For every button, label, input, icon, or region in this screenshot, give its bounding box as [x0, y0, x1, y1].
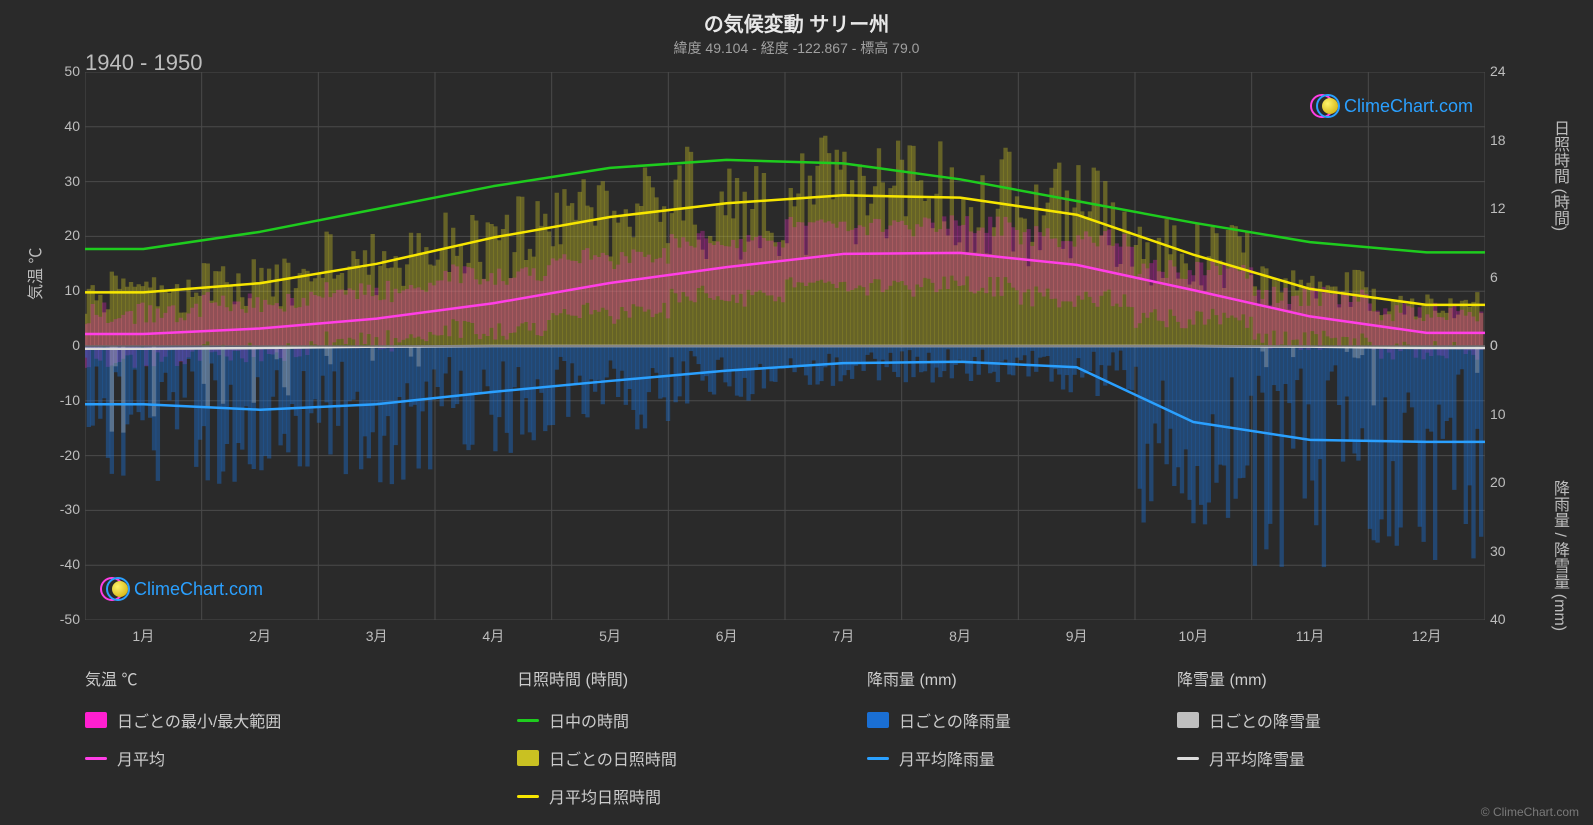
legend-swatch [85, 757, 107, 760]
y-right-tick-mm: 10 [1490, 406, 1506, 422]
legend-swatch [867, 712, 889, 728]
x-tick-month: 6月 [697, 626, 757, 646]
legend-col-snow: 降雪量 (mm) 日ごとの降雪量月平均降雪量 [1177, 666, 1477, 808]
y-right-axis-label-precip: 降雨量 / 降雪量 (mm) [1547, 480, 1571, 631]
legend-swatch [517, 719, 539, 722]
legend-col-rain: 降雨量 (mm) 日ごとの降雨量月平均降雨量 [867, 666, 1177, 808]
y-right-tick-hours: 24 [1490, 63, 1506, 79]
x-tick-month: 7月 [813, 626, 873, 646]
x-tick-month: 8月 [930, 626, 990, 646]
legend-label: 月平均降雨量 [899, 746, 995, 770]
legend-item: 日ごとの最小/最大範囲 [85, 708, 517, 732]
legend-swatch [1177, 712, 1199, 728]
copyright: © ClimeChart.com [1481, 805, 1579, 819]
legend-label: 日ごとの日照時間 [549, 746, 677, 770]
legend-title: 降雪量 (mm) [1177, 666, 1477, 690]
x-tick-month: 3月 [347, 626, 407, 646]
y-right-axis-label-sunshine: 日照時間 (時間) [1547, 120, 1571, 231]
y-right-tick-hours: 18 [1490, 132, 1506, 148]
x-tick-month: 2月 [230, 626, 290, 646]
y-left-tick: -50 [20, 611, 80, 627]
chart-subtitle: 緯度 49.104 - 経度 -122.867 - 標高 79.0 [0, 38, 1593, 58]
climate-chart-container: の気候変動 サリー州 緯度 49.104 - 経度 -122.867 - 標高 … [0, 0, 1593, 825]
legend-col-temp: 気温 ℃ 日ごとの最小/最大範囲月平均 [85, 666, 517, 808]
legend-label: 日ごとの最小/最大範囲 [117, 708, 281, 732]
legend-items: 日ごとの降雪量月平均降雪量 [1177, 708, 1477, 770]
y-right-tick-hours: 12 [1490, 200, 1506, 216]
y-left-tick: -30 [20, 501, 80, 517]
y-left-tick: 50 [20, 63, 80, 79]
legend-label: 月平均日照時間 [549, 784, 661, 808]
logo-text: ClimeChart.com [134, 579, 263, 600]
legend-item: 日ごとの日照時間 [517, 746, 867, 770]
y-left-axis-label: 気温 ℃ [22, 248, 46, 300]
legend-title: 降雨量 (mm) [867, 666, 1177, 690]
y-left-tick: -20 [20, 447, 80, 463]
legend-item: 月平均日照時間 [517, 784, 867, 808]
y-right-tick-mm: 20 [1490, 474, 1506, 490]
legend-item: 日ごとの降雨量 [867, 708, 1177, 732]
legend-items: 日ごとの降雨量月平均降雨量 [867, 708, 1177, 770]
y-left-tick: 40 [20, 118, 80, 134]
y-right-tick-mm: 30 [1490, 543, 1506, 559]
legend-swatch [517, 750, 539, 766]
x-tick-month: 11月 [1280, 626, 1340, 646]
legend-title: 気温 ℃ [85, 666, 517, 690]
x-tick-month: 10月 [1163, 626, 1223, 646]
chart-title: の気候変動 サリー州 [0, 8, 1593, 37]
y-left-tick: 30 [20, 173, 80, 189]
x-tick-month: 4月 [463, 626, 523, 646]
legend-item: 月平均降雪量 [1177, 746, 1477, 770]
legend-swatch [85, 712, 107, 728]
legend-swatch [517, 795, 539, 798]
legend-label: 日ごとの降雪量 [1209, 708, 1321, 732]
legend-label: 月平均 [117, 746, 165, 770]
y-left-tick: -40 [20, 556, 80, 572]
y-right-tick-mm: 0 [1490, 337, 1498, 353]
x-tick-month: 5月 [580, 626, 640, 646]
legend-label: 日中の時間 [549, 708, 629, 732]
logo-text: ClimeChart.com [1344, 96, 1473, 117]
legend: 気温 ℃ 日ごとの最小/最大範囲月平均 日照時間 (時間) 日中の時間日ごとの日… [85, 666, 1485, 808]
y-left-tick: 0 [20, 337, 80, 353]
legend-label: 日ごとの降雨量 [899, 708, 1011, 732]
legend-title: 日照時間 (時間) [517, 666, 867, 690]
legend-label: 月平均降雪量 [1209, 746, 1305, 770]
legend-swatch [867, 757, 889, 760]
y-right-tick-mm: 40 [1490, 611, 1506, 627]
legend-item: 月平均降雨量 [867, 746, 1177, 770]
climechart-icon [1310, 92, 1338, 120]
legend-item: 月平均 [85, 746, 517, 770]
logo-top: ClimeChart.com [1310, 92, 1473, 120]
y-right-tick-hours: 6 [1490, 269, 1498, 285]
climechart-icon [100, 575, 128, 603]
legend-items: 日中の時間日ごとの日照時間月平均日照時間 [517, 708, 867, 808]
plot-area [85, 72, 1485, 620]
legend-swatch [1177, 757, 1199, 760]
x-tick-month: 9月 [1047, 626, 1107, 646]
x-tick-month: 12月 [1397, 626, 1457, 646]
logo-bottom: ClimeChart.com [100, 575, 263, 603]
x-tick-month: 1月 [113, 626, 173, 646]
y-left-tick: -10 [20, 392, 80, 408]
legend-item: 日ごとの降雪量 [1177, 708, 1477, 732]
legend-items: 日ごとの最小/最大範囲月平均 [85, 708, 517, 770]
y-left-tick: 20 [20, 227, 80, 243]
plot-svg [85, 72, 1485, 620]
legend-item: 日中の時間 [517, 708, 867, 732]
legend-col-sunshine: 日照時間 (時間) 日中の時間日ごとの日照時間月平均日照時間 [517, 666, 867, 808]
